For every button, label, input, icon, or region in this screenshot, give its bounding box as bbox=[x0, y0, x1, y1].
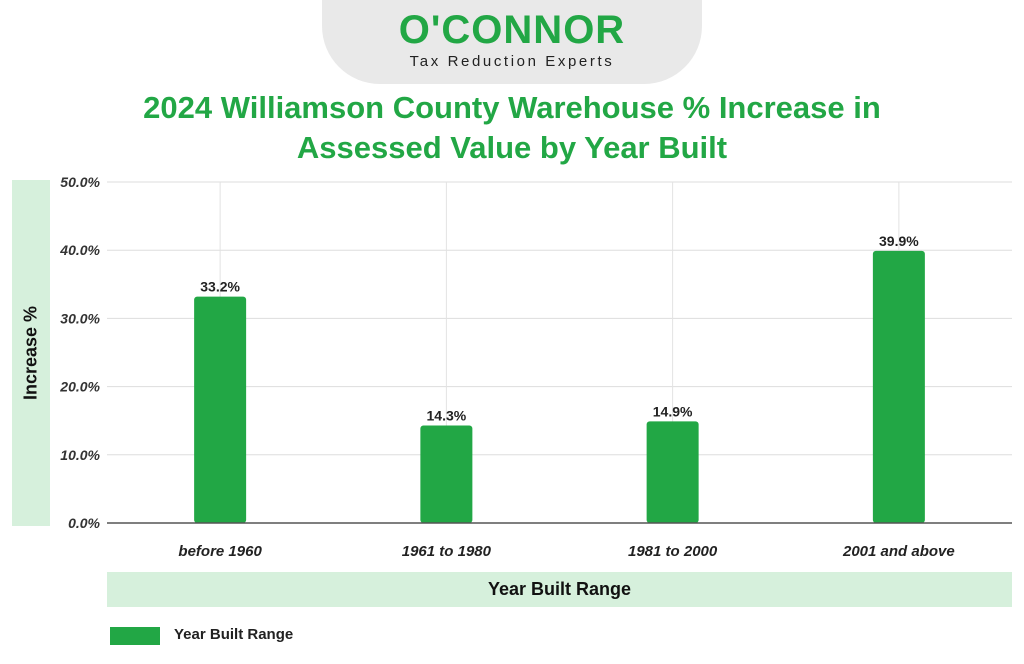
bar bbox=[420, 425, 473, 523]
chart-plot: 0.0% 10.0% 20.0% 30.0% 40.0% 50.0% 33.2% before… bbox=[59, 174, 1012, 560]
x-tick-label: 1981 to 2000 bbox=[628, 543, 718, 560]
x-axis-title: Year Built Range bbox=[487, 579, 632, 599]
legend-label: Year Built Range bbox=[174, 626, 294, 643]
x-axis-title-band bbox=[107, 572, 1012, 607]
y-tick-label: 10.0% bbox=[60, 447, 100, 463]
brand-logo: O'CONNOR bbox=[398, 8, 626, 52]
brand-tagline: Tax Reduction Experts bbox=[409, 53, 615, 70]
bar bbox=[646, 421, 699, 523]
bar bbox=[872, 250, 925, 523]
y-tick-label: 30.0% bbox=[60, 310, 100, 326]
data-label: 14.9% bbox=[653, 403, 693, 419]
x-tick-label: before 1960 bbox=[178, 543, 262, 560]
x-tick-label: 2001 and above bbox=[842, 543, 955, 560]
data-label: 33.2% bbox=[200, 279, 240, 295]
chart-title: 2024 Williamson County Warehouse % Incre… bbox=[143, 90, 881, 165]
legend-swatch bbox=[110, 627, 160, 645]
y-tick-label: 40.0% bbox=[59, 242, 100, 258]
logo-banner bbox=[322, 0, 702, 84]
y-tick-label: 0.0% bbox=[68, 515, 100, 531]
x-tick-label: 1961 to 1980 bbox=[402, 543, 492, 560]
y-tick-label: 20.0% bbox=[59, 379, 100, 395]
y-tick-label: 50.0% bbox=[60, 174, 100, 190]
bar bbox=[194, 296, 247, 523]
data-label: 39.9% bbox=[879, 233, 919, 249]
y-axis-title-band bbox=[12, 180, 50, 526]
data-label: 14.3% bbox=[427, 407, 467, 423]
